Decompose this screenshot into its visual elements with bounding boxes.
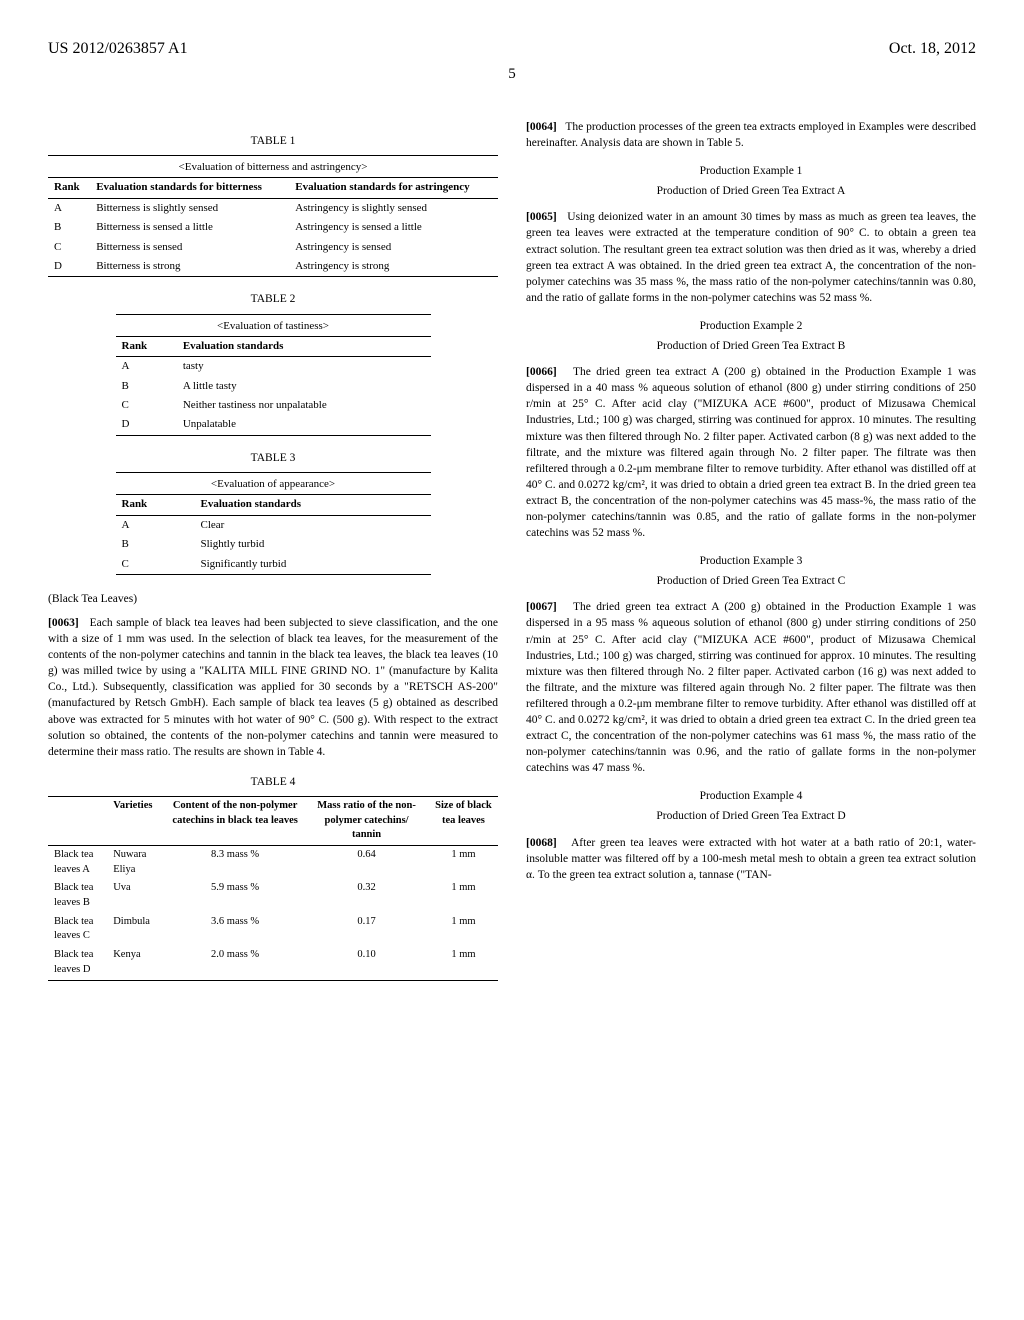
table1-h0: Rank xyxy=(48,178,90,198)
para-0068-num: [0068] xyxy=(526,837,557,849)
table-row: BBitterness is sensed a littleAstringenc… xyxy=(48,218,498,237)
table-row: Black tea leaves BUva5.9 mass %0.321 mm xyxy=(48,879,498,912)
table-row: DUnpalatable xyxy=(116,415,431,435)
table3-h1: Evaluation standards xyxy=(195,495,431,515)
table2: <Evaluation of tastiness> Rank Evaluatio… xyxy=(116,314,431,436)
table1-title: <Evaluation of bitterness and astringenc… xyxy=(48,156,498,178)
table4: Varieties Content of the non-polymer cat… xyxy=(48,796,498,981)
table3-h0: Rank xyxy=(116,495,195,515)
table-row: ABitterness is slightly sensedAstringenc… xyxy=(48,198,498,218)
pe4-sub: Production of Dried Green Tea Extract D xyxy=(526,808,976,824)
para-0065-text: Using deionized water in an amount 30 ti… xyxy=(526,211,976,303)
right-column: [0064] The production processes of the g… xyxy=(526,119,976,991)
para-0067-text: The dried green tea extract A (200 g) ob… xyxy=(526,601,976,774)
table1-h2: Evaluation standards for astringency xyxy=(289,178,498,198)
para-0065-num: [0065] xyxy=(526,211,557,223)
table-row: CSignificantly turbid xyxy=(116,555,431,575)
table-row: CNeither tastiness nor unpalatable xyxy=(116,396,431,415)
page-header: US 2012/0263857 A1 Oct. 18, 2012 xyxy=(48,40,976,58)
pe2-sub: Production of Dried Green Tea Extract B xyxy=(526,338,976,354)
table4-h1: Varieties xyxy=(107,796,166,845)
pe3-sub: Production of Dried Green Tea Extract C xyxy=(526,573,976,589)
table2-title: <Evaluation of tastiness> xyxy=(116,314,431,336)
table-row: Black tea leaves CDimbula3.6 mass %0.171… xyxy=(48,913,498,946)
table-row: BSlightly turbid xyxy=(116,535,431,554)
table4-h0 xyxy=(48,796,107,845)
table4-h3: Mass ratio of the non-polymer catechins/… xyxy=(304,796,429,845)
table3: <Evaluation of appearance> Rank Evaluati… xyxy=(116,472,431,575)
patent-number: US 2012/0263857 A1 xyxy=(48,40,188,58)
table2-caption: TABLE 2 xyxy=(48,291,498,307)
para-0067: [0067] The dried green tea extract A (20… xyxy=(526,599,976,776)
table4-caption: TABLE 4 xyxy=(48,774,498,790)
left-column: TABLE 1 <Evaluation of bitterness and as… xyxy=(48,119,498,991)
pe3-title: Production Example 3 xyxy=(526,553,976,569)
page-number: 5 xyxy=(48,66,976,83)
para-0066: [0066] The dried green tea extract A (20… xyxy=(526,364,976,541)
para-0063-text: Each sample of black tea leaves had been… xyxy=(48,617,498,758)
para-0064-text: The production processes of the green te… xyxy=(526,121,976,149)
table-row: Atasty xyxy=(116,357,431,377)
para-0064: [0064] The production processes of the g… xyxy=(526,119,976,151)
para-0063-num: [0063] xyxy=(48,617,79,629)
para-0066-num: [0066] xyxy=(526,366,557,378)
table1: <Evaluation of bitterness and astringenc… xyxy=(48,155,498,277)
content-columns: TABLE 1 <Evaluation of bitterness and as… xyxy=(48,119,976,991)
para-0066-text: The dried green tea extract A (200 g) ob… xyxy=(526,366,976,539)
pe2-title: Production Example 2 xyxy=(526,318,976,334)
table3-caption: TABLE 3 xyxy=(48,450,498,466)
table4-h2: Content of the non-polymer catechins in … xyxy=(166,796,304,845)
table2-h0: Rank xyxy=(116,336,177,356)
table4-h4: Size of black tea leaves xyxy=(429,796,498,845)
para-0064-num: [0064] xyxy=(526,121,557,133)
table1-caption: TABLE 1 xyxy=(48,133,498,149)
table2-h1: Evaluation standards xyxy=(177,336,431,356)
para-0068-text: After green tea leaves were extracted wi… xyxy=(526,837,976,881)
para-0068: [0068] After green tea leaves were extra… xyxy=(526,835,976,883)
table-row: BA little tasty xyxy=(116,377,431,396)
table3-title: <Evaluation of appearance> xyxy=(116,472,431,494)
pe1-sub: Production of Dried Green Tea Extract A xyxy=(526,183,976,199)
table-row: AClear xyxy=(116,515,431,535)
pe4-title: Production Example 4 xyxy=(526,788,976,804)
pe1-title: Production Example 1 xyxy=(526,163,976,179)
table-row: Black tea leaves DKenya2.0 mass %0.101 m… xyxy=(48,946,498,980)
publication-date: Oct. 18, 2012 xyxy=(889,40,976,58)
table-row: CBitterness is sensedAstringency is sens… xyxy=(48,238,498,257)
table-row: DBitterness is strongAstringency is stro… xyxy=(48,257,498,277)
table-row: Black tea leaves ANuwara Eliya8.3 mass %… xyxy=(48,846,498,880)
para-0067-num: [0067] xyxy=(526,601,557,613)
para-0063: [0063] Each sample of black tea leaves h… xyxy=(48,615,498,760)
black-tea-heading: (Black Tea Leaves) xyxy=(48,591,498,607)
para-0065: [0065] Using deionized water in an amoun… xyxy=(526,209,976,306)
table1-h1: Evaluation standards for bitterness xyxy=(90,178,289,198)
